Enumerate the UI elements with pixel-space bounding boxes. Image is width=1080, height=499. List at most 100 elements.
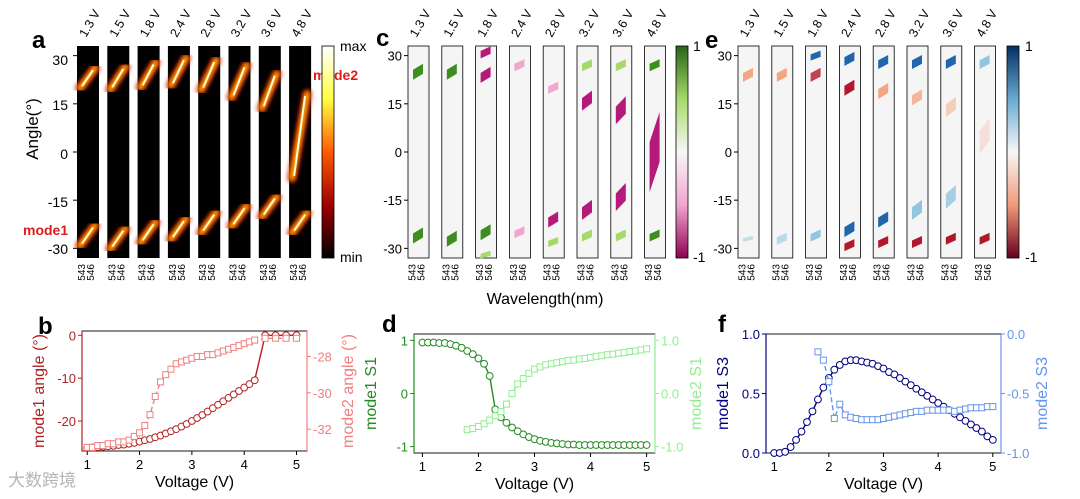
polarization-patch [878, 55, 889, 70]
data-point-circle [972, 424, 981, 432]
wavelength-tick-label: 546 [484, 264, 495, 281]
wavelength-tick-label: 546 [238, 264, 249, 281]
wavelength-tick-label: 546 [147, 264, 158, 281]
data-point-square [587, 353, 595, 361]
panel-label-f: f [718, 311, 727, 338]
polarization-patch [413, 63, 423, 80]
data-point-square [836, 400, 844, 408]
voltage-label: 4.8 V [289, 7, 316, 40]
voltage-label: 1.8 V [475, 7, 502, 40]
data-point-square [564, 357, 572, 365]
ytick-label: -30 [713, 241, 732, 256]
data-point-circle [502, 418, 511, 427]
ytick-label: 15 [718, 97, 732, 112]
y2-axis-label: mode2 angle (°) [340, 334, 357, 448]
ytick2-label: 0.0 [1007, 327, 1025, 342]
heatmap-column [839, 45, 861, 259]
polarization-patch [945, 184, 956, 209]
colorbar-c: 1 -1 [675, 38, 706, 265]
wavelength-tick-label: 543 [907, 264, 918, 281]
voltage-label: 3.2 V [228, 7, 255, 40]
ytick-label: -10 [57, 371, 76, 386]
ytick2-label: 1.0 [661, 333, 679, 348]
polarization-patch [776, 232, 787, 245]
data-point-circle [895, 374, 904, 382]
xtick-label: 4 [241, 457, 248, 472]
mode2-core [262, 75, 276, 107]
colorbar-a-bottom-label: min [340, 249, 363, 265]
polarization-patch [810, 50, 821, 61]
mode2-core [171, 59, 185, 84]
wavelength-tick-label: 546 [417, 264, 428, 281]
polarization-patch [446, 230, 457, 247]
data-point-circle [250, 376, 259, 385]
data-point-square [261, 334, 269, 342]
watermark: 大数跨境 [8, 471, 76, 491]
data-point-circle [961, 416, 970, 425]
data-point-square [480, 420, 488, 428]
mode1-core [141, 223, 155, 241]
mode1-core [232, 207, 246, 225]
data-point-square [463, 426, 471, 434]
heatmap-column [475, 45, 498, 259]
voltage-label: 2.4 V [838, 7, 865, 40]
wavelength-tick-label: 543 [577, 264, 588, 281]
heatmap-column [737, 45, 760, 259]
mode1-core [111, 230, 125, 248]
data-point-square [626, 348, 634, 356]
polarization-patch [514, 59, 525, 72]
mode2-core [232, 66, 246, 96]
polarization-patch [844, 221, 855, 238]
ytick-label: -1 [396, 440, 408, 455]
xtick-label: 2 [475, 459, 482, 474]
ytick-label: -15 [383, 193, 402, 208]
wavelength-tick-label: 543 [408, 264, 419, 281]
data-point-circle [830, 365, 839, 374]
polarization-patch [878, 211, 889, 228]
ytick-label: 0.0 [742, 446, 760, 461]
xtick-label: 3 [188, 457, 195, 472]
polarization-patch [480, 66, 491, 83]
wavelength-tick-label: 546 [518, 264, 529, 281]
data-point-square [156, 378, 164, 386]
wavelength-tick-label: 546 [86, 264, 97, 281]
polarization-patch [548, 81, 559, 94]
data-point-square [559, 358, 567, 366]
xtick-label: 5 [643, 459, 650, 474]
ytick-label: -15 [713, 193, 732, 208]
data-point-square [631, 347, 639, 355]
heatmap-column [872, 45, 895, 259]
ytick-label: -30 [383, 241, 402, 256]
data-point-square [469, 425, 477, 433]
voltage-label: 1.8 V [805, 7, 832, 40]
data-point-circle [508, 423, 516, 432]
voltage-label: 1.5 V [771, 7, 798, 40]
data-point-square [830, 414, 838, 422]
data-point-square [514, 380, 522, 388]
xtick-label: 2 [825, 459, 832, 474]
colorbar-c-bottom-label: -1 [693, 249, 706, 265]
heatmap-column [906, 45, 929, 259]
xtick-label: 5 [989, 459, 996, 474]
panel-label-a: a [32, 27, 46, 54]
wavelength-tick-label: 546 [177, 264, 188, 281]
data-point-square [553, 359, 561, 367]
voltage-label: 3.6 V [258, 7, 285, 40]
data-point-circle [923, 391, 932, 400]
mode2-annotation: mode2 [313, 67, 358, 83]
voltage-label: 4.8 V [644, 7, 671, 40]
xtick-label: 1 [84, 457, 91, 472]
y2-axis-label: mode2 S3 [1034, 357, 1051, 430]
ytick2-label: 0.0 [661, 387, 679, 402]
data-point-square [136, 429, 144, 437]
data-point-circle [956, 413, 964, 422]
polarization-patch [615, 229, 626, 242]
voltage-label: 3.6 V [610, 7, 637, 40]
data-point-circle [917, 388, 926, 397]
xtick-label: 3 [880, 459, 887, 474]
panel-a-yticks: 30 15 0 -15 -30 [48, 52, 68, 257]
wavelength-tick-label: 543 [738, 264, 749, 281]
polarization-patch [912, 199, 922, 220]
